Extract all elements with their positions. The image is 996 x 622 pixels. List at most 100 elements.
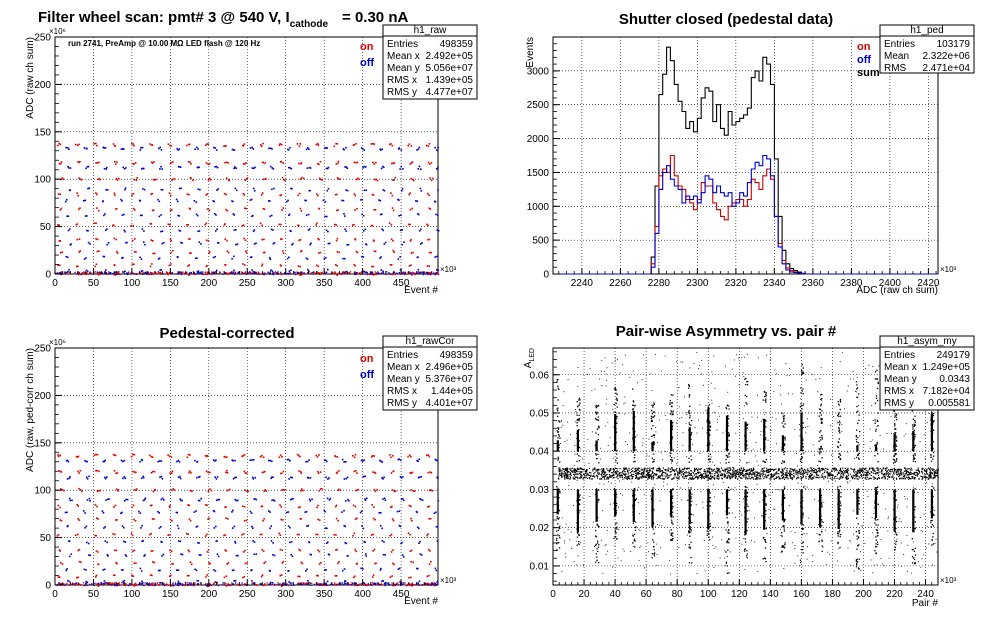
data-point	[154, 179, 156, 181]
data-point	[124, 584, 127, 587]
data-point	[383, 189, 386, 192]
data-point	[272, 476, 274, 479]
data-point	[372, 471, 374, 473]
ped-legend-on: on	[857, 41, 871, 53]
data-point	[252, 273, 254, 275]
data-point	[246, 490, 248, 493]
data-point	[263, 518, 265, 520]
data-point	[251, 269, 253, 271]
data-point	[93, 222, 96, 225]
data-point	[342, 199, 345, 202]
data-point	[225, 585, 228, 587]
data-point	[290, 553, 292, 556]
data-point	[264, 489, 266, 491]
data-point	[628, 469, 630, 471]
data-point	[426, 534, 428, 537]
data-point	[633, 473, 635, 475]
data-point	[202, 271, 204, 273]
data-point	[141, 146, 144, 149]
data-point	[409, 271, 411, 273]
data-point	[398, 199, 400, 201]
series-line-on	[553, 154, 938, 275]
data-point	[263, 273, 265, 276]
data-point	[364, 228, 367, 231]
data-point	[390, 264, 393, 266]
data-point	[434, 458, 437, 461]
data-point	[733, 470, 735, 472]
data-point	[197, 580, 200, 582]
data-point	[402, 476, 404, 478]
data-point	[797, 474, 799, 476]
data-point	[871, 471, 873, 473]
x-tick-label: 2260	[609, 278, 632, 289]
data-point	[205, 194, 208, 196]
data-point	[279, 454, 282, 456]
data-point	[756, 475, 758, 477]
data-point	[104, 213, 106, 215]
data-point	[558, 470, 560, 472]
data-point	[193, 585, 195, 587]
data-point	[65, 459, 68, 462]
data-point	[279, 582, 281, 585]
data-point	[744, 474, 746, 476]
data-point	[255, 584, 257, 586]
data-point	[252, 459, 255, 461]
data-point	[390, 506, 392, 508]
data-point	[558, 471, 560, 473]
data-point	[255, 498, 258, 501]
data-point	[124, 270, 126, 273]
data-point	[166, 583, 168, 585]
data-point	[224, 161, 226, 164]
data-point	[327, 242, 330, 245]
data-point	[765, 470, 768, 472]
data-point	[326, 167, 329, 170]
data-point	[109, 583, 111, 585]
data-point	[846, 469, 848, 471]
data-point	[95, 453, 97, 456]
rawcor-legend-on: on	[360, 353, 374, 365]
data-point	[581, 468, 583, 470]
data-point	[251, 569, 253, 571]
data-point	[625, 477, 627, 479]
data-point	[205, 470, 208, 473]
data-point	[225, 575, 228, 577]
data-point	[342, 272, 345, 275]
data-point	[170, 263, 172, 265]
data-point	[773, 473, 775, 475]
ped-legend-off: off	[857, 54, 871, 66]
data-point	[392, 470, 395, 472]
data-point	[805, 471, 807, 473]
data-point	[244, 239, 247, 241]
data-point	[626, 478, 628, 480]
data-point	[83, 147, 86, 149]
data-point	[232, 460, 234, 462]
data-point	[199, 271, 201, 274]
data-point	[212, 200, 214, 202]
data-point	[84, 272, 86, 274]
data-point	[170, 585, 172, 587]
data-point	[263, 583, 266, 585]
data-point	[166, 584, 168, 586]
rawcor-frame	[54, 347, 439, 586]
data-point	[281, 238, 283, 240]
data-point	[678, 467, 681, 469]
data-point	[756, 477, 758, 480]
data-point	[394, 176, 397, 179]
data-point	[864, 468, 866, 471]
data-point	[623, 468, 625, 470]
data-point	[707, 469, 709, 471]
data-point	[154, 584, 156, 587]
data-point	[136, 273, 138, 275]
data-point	[766, 467, 768, 469]
data-point	[615, 472, 617, 474]
data-point	[316, 574, 318, 577]
data-point	[332, 584, 334, 586]
data-point	[570, 469, 572, 471]
data-point	[328, 477, 330, 479]
data-point	[113, 506, 115, 508]
data-point	[888, 469, 890, 471]
data-point	[838, 469, 841, 471]
x-tick-label: 2340	[763, 278, 786, 289]
data-point	[336, 237, 339, 240]
